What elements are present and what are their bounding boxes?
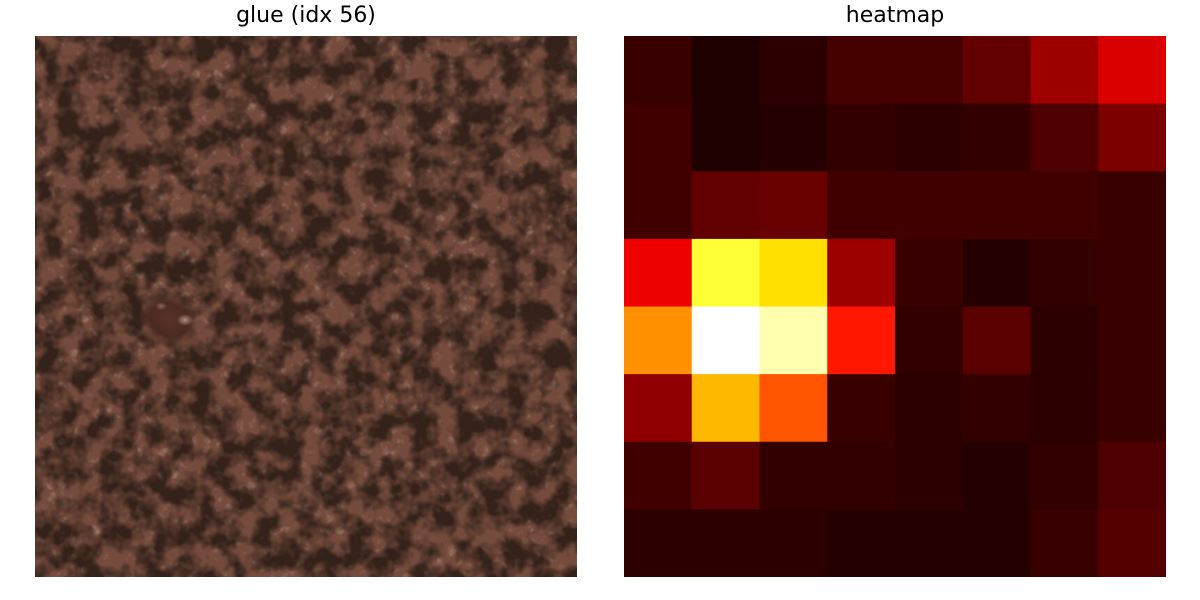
heatmap-cell-r7-c6 <box>1030 509 1099 577</box>
heatmap-cell-r7-c2 <box>759 509 828 577</box>
heatmap-cell-r4-c4 <box>895 306 964 375</box>
heatmap-cell-r1-c2 <box>759 103 828 172</box>
heatmap-cell-r4-c2 <box>759 306 828 375</box>
image-panel-title: glue (idx 56) <box>236 3 376 28</box>
heatmap-cell-r5-c0 <box>624 374 693 443</box>
heatmap-cell-r4-c5 <box>962 306 1031 375</box>
heatmap-cell-r4-c1 <box>691 306 760 375</box>
heatmap-cell-r1-c7 <box>1098 103 1166 172</box>
heatmap-cell-r5-c2 <box>759 374 828 443</box>
heatmap-cell-r3-c3 <box>827 238 896 308</box>
heatmap-cell-r2-c4 <box>895 171 964 240</box>
heatmap-cell-r2-c5 <box>962 171 1031 240</box>
heatmap-cell-r2-c1 <box>691 171 760 240</box>
heatmap-cell-r5-c7 <box>1098 374 1166 443</box>
heatmap-cell-r0-c2 <box>759 36 828 105</box>
heatmap-cell-r1-c4 <box>895 103 964 172</box>
heatmap-cell-r6-c5 <box>962 441 1031 510</box>
heatmap-cell-r2-c0 <box>624 171 693 240</box>
heatmap-cell-r1-c0 <box>624 103 693 172</box>
heatmap-cell-r1-c1 <box>691 103 760 172</box>
heatmap-cell-r6-c4 <box>895 441 964 510</box>
heatmap-cell-r5-c3 <box>827 374 896 443</box>
heatmap-panel-title: heatmap <box>845 3 945 28</box>
heatmap-cell-r5-c6 <box>1030 374 1099 443</box>
heatmap-cell-r1-c3 <box>827 103 896 172</box>
heatmap-cell-r0-c0 <box>624 36 693 105</box>
heatmap-cell-r6-c3 <box>827 441 896 510</box>
heatmap-cell-r3-c4 <box>895 238 964 308</box>
heatmap-cell-r0-c6 <box>1030 36 1099 105</box>
heatmap-cell-r2-c6 <box>1030 171 1099 240</box>
heatmap-cell-r3-c6 <box>1030 238 1099 308</box>
heatmap-cell-r6-c1 <box>691 441 760 510</box>
heatmap-cell-r5-c4 <box>895 374 964 443</box>
heatmap-cell-r2-c3 <box>827 171 896 240</box>
heatmap-cell-r4-c3 <box>827 306 896 375</box>
heatmap-cell-r3-c1 <box>691 238 760 308</box>
heatmap-cell-r3-c5 <box>962 238 1031 308</box>
glue-blob <box>139 296 197 348</box>
heatmap-cell-r1-c6 <box>1030 103 1099 172</box>
heatmap-cell-r5-c5 <box>962 374 1031 443</box>
heatmap-cell-r4-c6 <box>1030 306 1099 375</box>
heatmap-cell-r3-c2 <box>759 238 828 308</box>
heatmap-cell-r0-c5 <box>962 36 1031 105</box>
anomaly-heatmap <box>624 36 1166 577</box>
heatmap-cell-r3-c0 <box>624 238 693 308</box>
heatmap-cell-r0-c1 <box>691 36 760 105</box>
heatmap-cell-r6-c6 <box>1030 441 1099 510</box>
leather-sample-image <box>35 36 577 577</box>
heatmap-cell-r6-c0 <box>624 441 693 510</box>
heatmap-cell-r7-c0 <box>624 509 693 577</box>
heatmap-cell-r5-c1 <box>691 374 760 443</box>
heatmap-cell-r7-c1 <box>691 509 760 577</box>
heatmap-cell-r0-c7 <box>1098 36 1166 105</box>
heatmap-cell-r1-c5 <box>962 103 1031 172</box>
heatmap-cell-r4-c0 <box>624 306 693 375</box>
heatmap-cell-r2-c7 <box>1098 171 1166 240</box>
heatmap-cell-r7-c3 <box>827 509 896 577</box>
heatmap-cell-r2-c2 <box>759 171 828 240</box>
heatmap-cell-r4-c7 <box>1098 306 1166 375</box>
heatmap-cell-r0-c3 <box>827 36 896 105</box>
heatmap-cell-r0-c4 <box>895 36 964 105</box>
heatmap-cell-r7-c4 <box>895 509 964 577</box>
heatmap-cell-r7-c5 <box>962 509 1031 577</box>
heatmap-cell-r6-c7 <box>1098 441 1166 510</box>
heatmap-cell-r7-c7 <box>1098 509 1166 577</box>
heatmap-cell-r3-c7 <box>1098 238 1166 308</box>
heatmap-cell-r6-c2 <box>759 441 828 510</box>
